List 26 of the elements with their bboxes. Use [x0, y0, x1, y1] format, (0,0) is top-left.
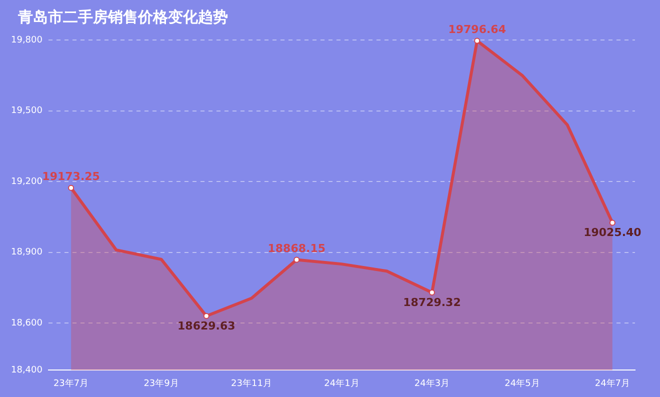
data-label: 18868.15: [268, 242, 326, 256]
x-tick-label: 24年3月: [414, 378, 450, 389]
x-tick-label: 24年1月: [324, 378, 360, 389]
data-label: 18729.32: [403, 296, 461, 309]
point: [294, 256, 300, 263]
data-label: 18629.63: [178, 319, 236, 332]
data-label: 19025.40: [584, 226, 642, 240]
chart-title: 青岛市二手房销售价格变化趋势: [18, 8, 228, 27]
point: [428, 290, 435, 296]
x-tick-label: 24年7月: [594, 378, 630, 389]
data-label: 19796.64: [448, 23, 506, 36]
x-tick-label: 23年7月: [53, 378, 89, 389]
x-tick-label: 23年11月: [231, 378, 272, 389]
y-tick-label: 18,600: [10, 318, 43, 328]
x-tick-label: 24年5月: [504, 378, 540, 389]
point: [474, 38, 480, 44]
y-tick-label: 19,500: [10, 106, 43, 116]
point: [609, 220, 616, 226]
y-tick-label: 19,200: [10, 176, 43, 187]
y-tick-label: 18,400: [10, 366, 43, 376]
y-tick-label: 19,800: [10, 35, 43, 46]
y-tick-label: 18,900: [10, 248, 43, 258]
point: [68, 184, 74, 191]
data-label: 19173.25: [42, 170, 100, 184]
x-tick-label: 23年9月: [144, 378, 179, 389]
point: [203, 313, 210, 320]
